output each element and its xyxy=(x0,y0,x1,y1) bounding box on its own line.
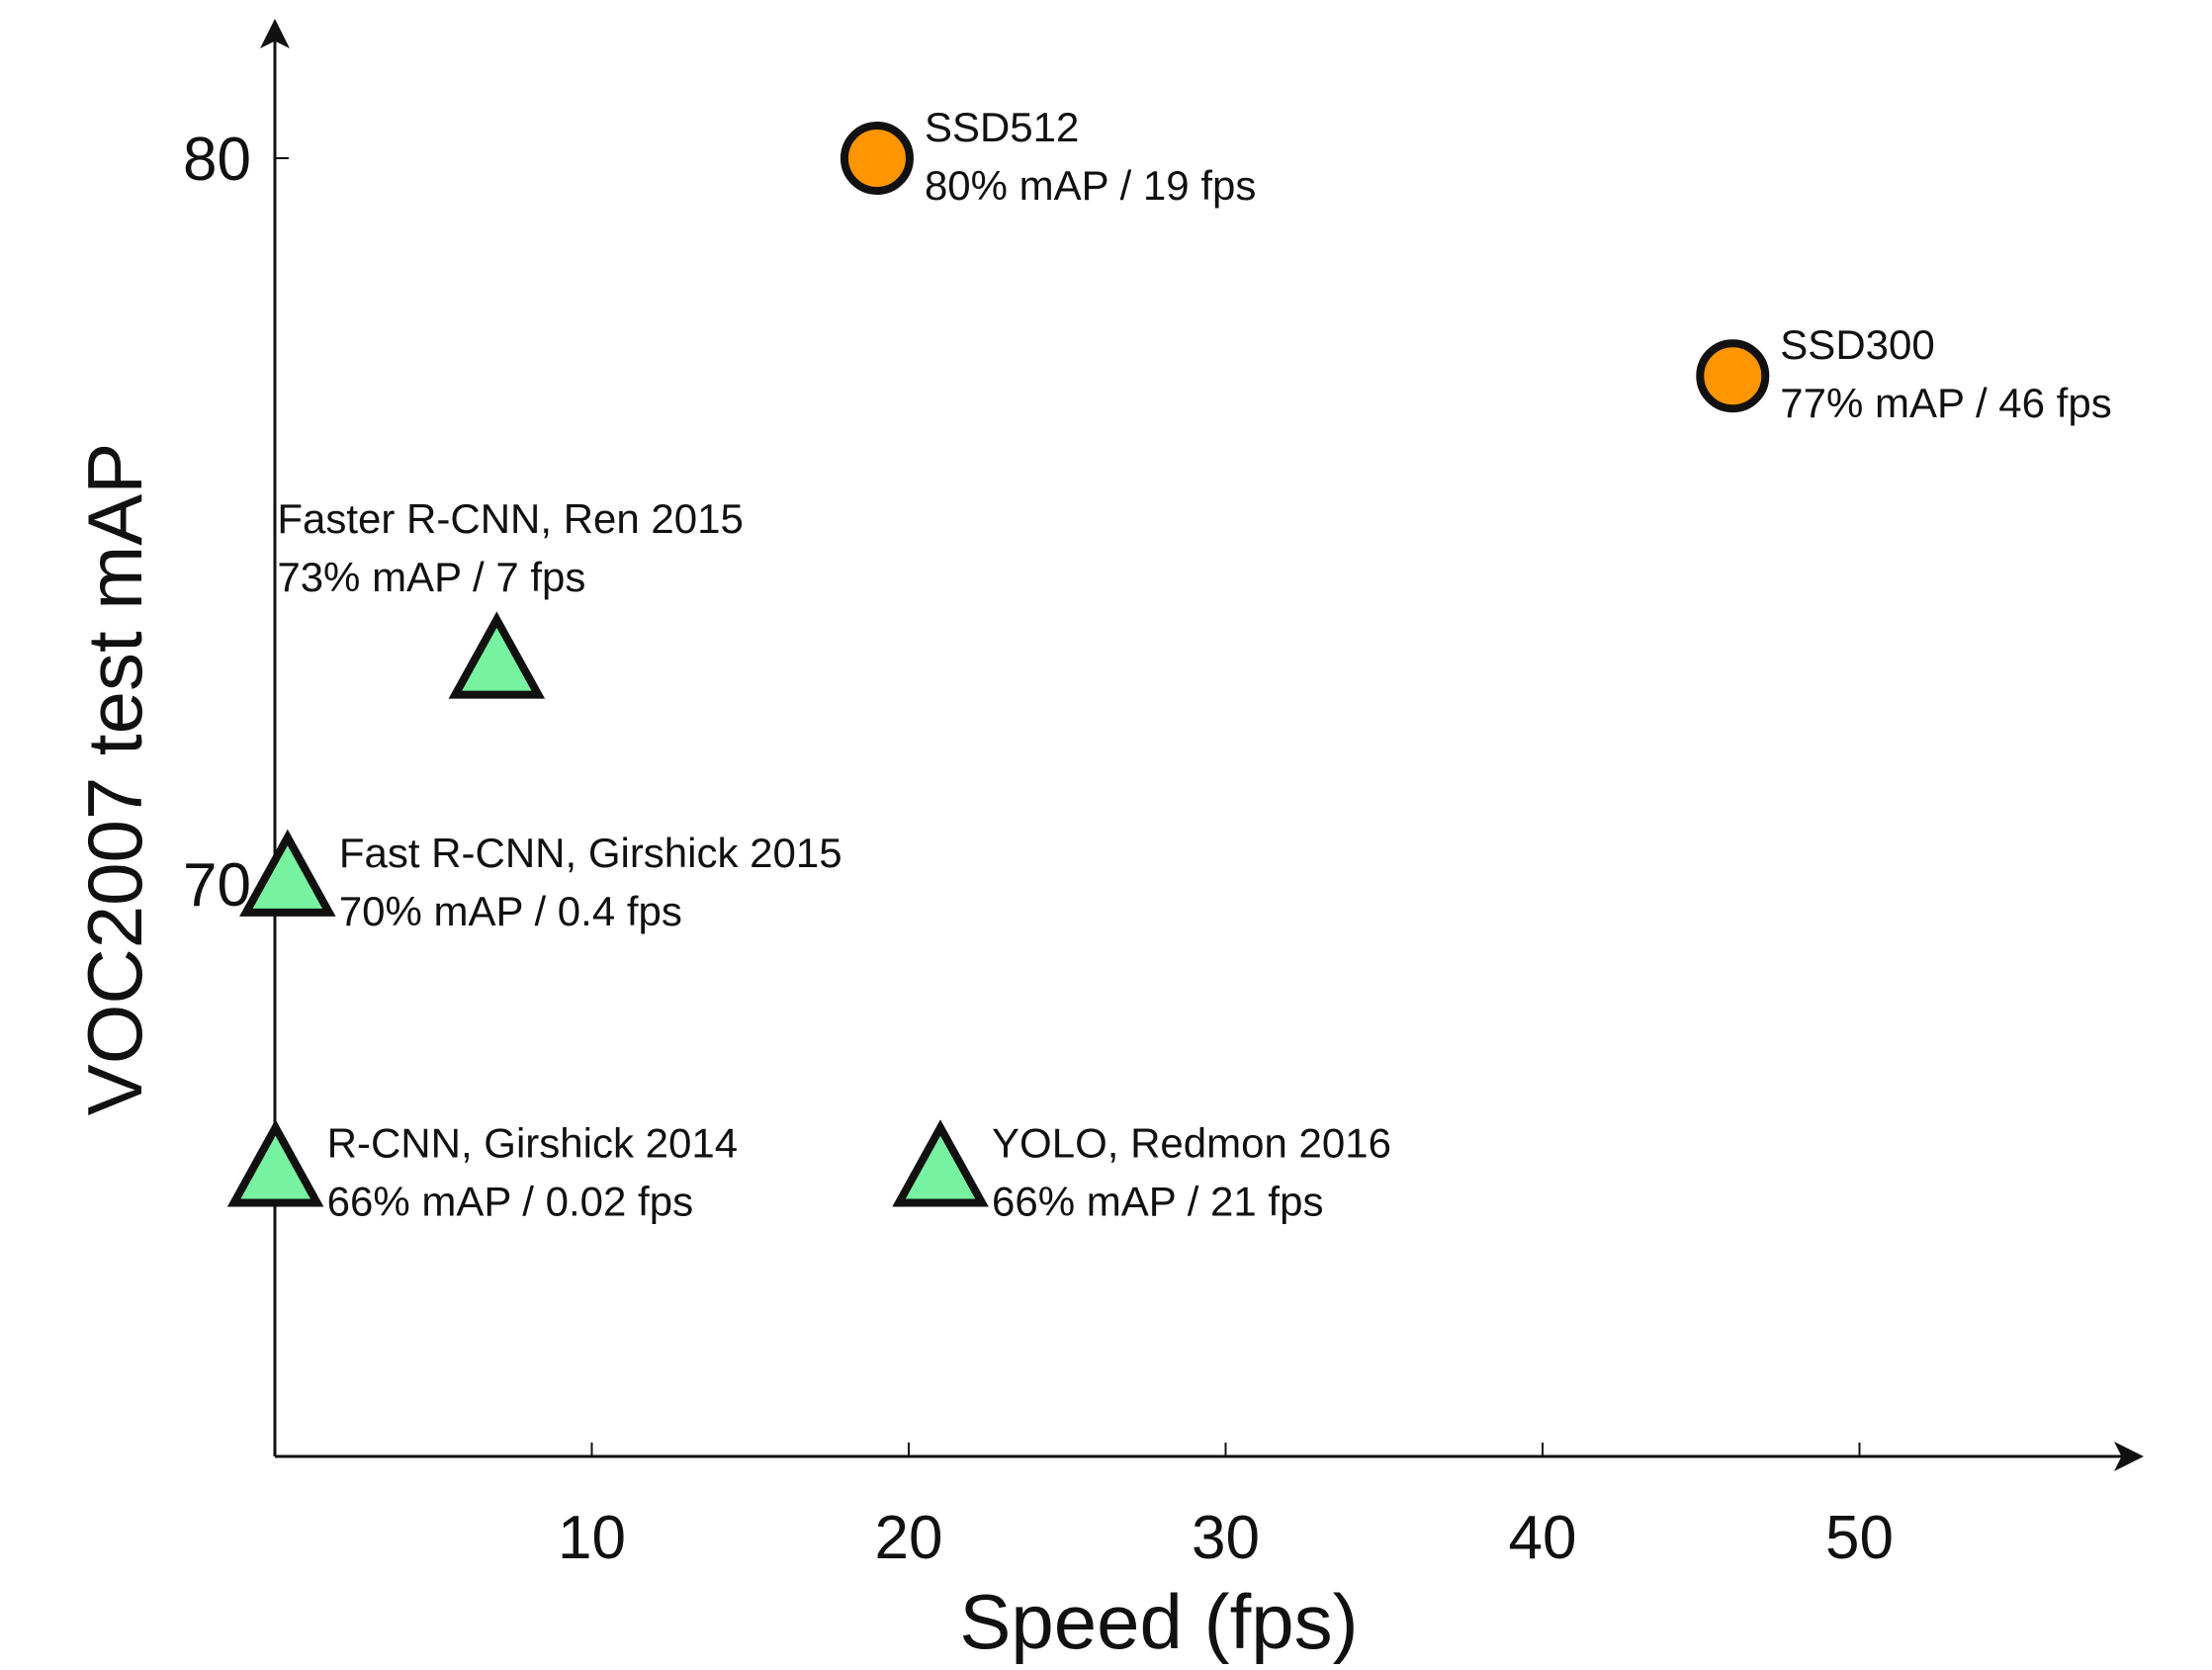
point-marker-triangle xyxy=(892,1119,989,1207)
point-label-name: R-CNN, Girshick 2014 xyxy=(327,1120,738,1167)
point-label-detail: 77% mAP / 46 fps xyxy=(1780,380,2111,426)
point-marker-circle xyxy=(840,122,914,195)
point-label-name: SSD512 xyxy=(925,104,1079,150)
point-marker-triangle xyxy=(239,829,336,917)
point-label-detail: 80% mAP / 19 fps xyxy=(925,162,1256,209)
point-marker-circle xyxy=(1696,339,1770,413)
x-tick-label: 30 xyxy=(1192,1504,1260,1572)
point-label-detail: 66% mAP / 21 fps xyxy=(992,1179,1323,1225)
y-tick-label: 70 xyxy=(183,851,251,920)
point-label-name: Faster R-CNN, Ren 2015 xyxy=(277,495,743,542)
point-marker-triangle xyxy=(226,1119,324,1207)
point-label-name: Fast R-CNN, Girshick 2015 xyxy=(339,830,842,876)
x-axis-title: Speed (fps) xyxy=(959,1578,1358,1665)
point-label-detail: 70% mAP / 0.4 fps xyxy=(339,888,682,934)
data-marks xyxy=(226,122,1770,1207)
point-labels: SSD512 80% mAP / 19 fps SSD300 77% mAP / 46… xyxy=(277,104,2111,1225)
x-tick-label: 20 xyxy=(875,1504,943,1572)
axes xyxy=(260,19,2144,1471)
point-marker-triangle xyxy=(448,611,546,699)
ticks: 10 20 30 40 50 70 80 xyxy=(183,126,1894,1572)
x-tick-label: 40 xyxy=(1509,1504,1577,1572)
x-tick-label: 10 xyxy=(558,1504,626,1572)
x-tick-label: 50 xyxy=(1825,1504,1894,1572)
point-label-name: SSD300 xyxy=(1780,321,1934,368)
y-axis-title: VOC2007 test mAP xyxy=(71,443,158,1116)
y-tick-label: 80 xyxy=(183,126,251,194)
point-label-detail: 66% mAP / 0.02 fps xyxy=(327,1179,693,1225)
point-label-detail: 73% mAP / 7 fps xyxy=(277,554,585,600)
point-label-name: YOLO, Redmon 2016 xyxy=(992,1120,1391,1167)
